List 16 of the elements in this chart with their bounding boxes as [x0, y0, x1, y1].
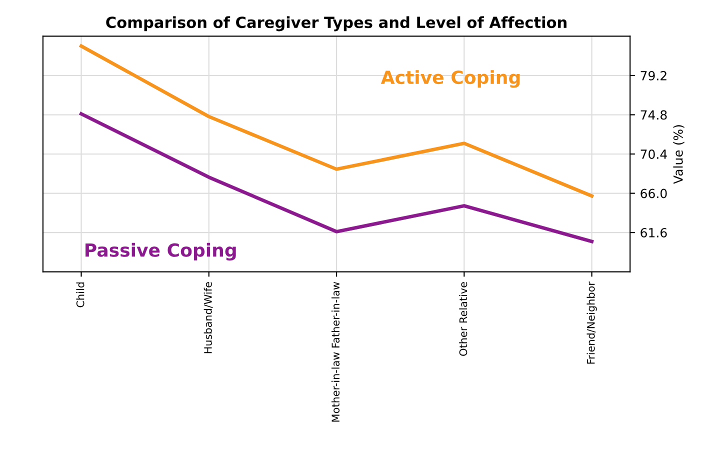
x-tick-label: Husband/Wife — [204, 282, 213, 354]
x-tick-label: Other Relative — [459, 282, 468, 356]
text: Active Coping — [380, 70, 520, 88]
x-tick-label: Friend/Neighbor — [586, 282, 597, 364]
x-tick-label: Child — [76, 282, 84, 308]
line-series — [80, 112, 594, 244]
text: Passive Coping — [86, 242, 236, 261]
y-axis-title: Value (%) — [673, 125, 684, 184]
y-tick-label: 70.4 — [640, 149, 667, 159]
y-tick-label: 79.2 — [640, 70, 666, 80]
chart-title: Comparison of Caregiver Types and Level of Affection — [106, 16, 566, 32]
line-series — [80, 44, 594, 198]
y-tick-label: 74.8 — [640, 110, 667, 120]
y-tick-label: 61.6 — [640, 228, 667, 238]
y-tick-label: 66.0 — [640, 188, 667, 198]
x-tick-label: Mother-in-law Father-in-law — [331, 282, 340, 422]
